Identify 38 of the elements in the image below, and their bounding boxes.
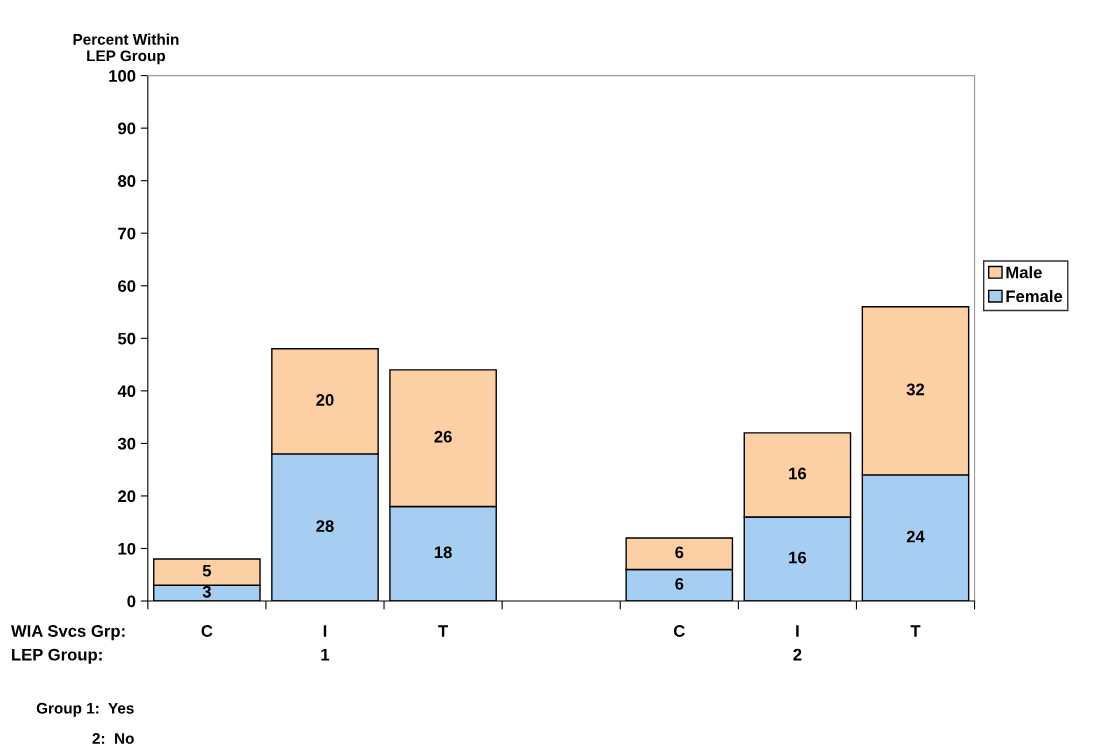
data-label: 18 (434, 546, 452, 559)
x-tick-label: C (673, 625, 685, 637)
y-tick-label: 30 (117, 437, 136, 450)
x-tick-label: T (438, 625, 448, 637)
data-label: 3 (202, 585, 211, 598)
data-label: 24 (906, 530, 925, 543)
data-label: 28 (316, 520, 334, 532)
y-tick-label: 10 (118, 542, 136, 555)
y-tick-label: 100 (109, 70, 136, 82)
data-label: 20 (316, 394, 334, 406)
data-label: 5 (202, 564, 212, 577)
data-label: 26 (434, 430, 452, 443)
x-tick-label: T (910, 625, 921, 637)
x-tick-label: C (201, 625, 213, 637)
data-label: 16 (789, 551, 807, 564)
y-tick-label: 40 (117, 385, 136, 398)
x-tick-label: I (796, 625, 799, 637)
legend-label: Female (1006, 289, 1063, 303)
text: 1 (321, 648, 330, 661)
y-tick-label: 90 (118, 122, 136, 135)
data-label: 6 (675, 577, 684, 590)
text: 2: No (92, 733, 134, 744)
y-tick-label: 0 (127, 595, 136, 608)
data-label: 16 (789, 467, 807, 480)
text: WIA Svcs Grp: (10, 625, 125, 641)
text: 2 (793, 648, 802, 661)
y-tick-label: 80 (118, 175, 136, 187)
data-label: 6 (675, 546, 684, 559)
text: LEP Group: (12, 648, 102, 664)
text: Group 1: Yes (36, 702, 134, 717)
data-label: 32 (906, 383, 925, 396)
x-tick-label: I (323, 625, 327, 637)
legend-label: Male (1006, 266, 1042, 279)
y-tick-label: 20 (118, 490, 136, 503)
y-tick-label: 50 (118, 332, 136, 345)
y-axis-title: Percent Within LEP Group (73, 33, 179, 65)
y-tick-label: 60 (118, 280, 136, 292)
y-tick-label: 70 (118, 227, 136, 240)
